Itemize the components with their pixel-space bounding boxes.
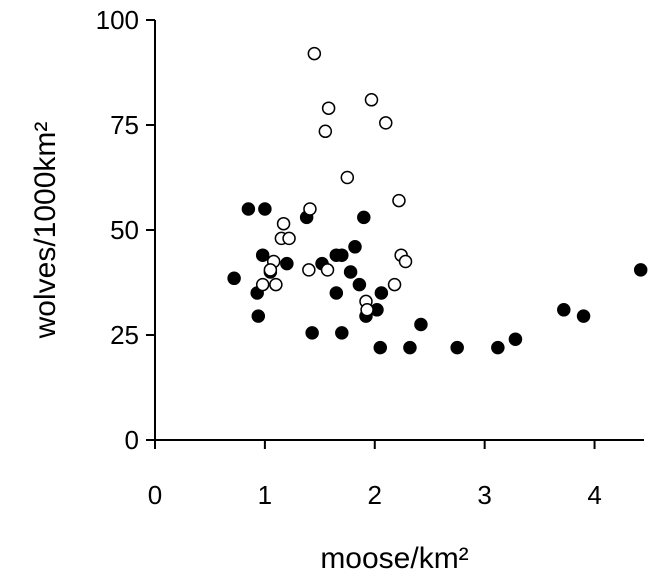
data-point-open <box>255 277 270 292</box>
data-point-filled <box>241 202 256 216</box>
data-point-filled <box>335 248 349 262</box>
x-tick-label: 0 <box>148 480 162 510</box>
y-ticks: 0 25 50 75 100 <box>96 5 155 455</box>
data-point-filled <box>491 340 505 355</box>
data-point-open <box>263 263 278 277</box>
data-point-open <box>303 202 317 216</box>
data-point-filled <box>352 277 367 292</box>
data-point-filled <box>335 326 349 340</box>
axes <box>154 20 644 441</box>
data-point-open <box>360 303 374 317</box>
data-point-filled <box>508 332 523 346</box>
data-point-open <box>340 170 355 185</box>
filled-points-series <box>227 202 648 355</box>
x-tick-label: 2 <box>368 480 382 510</box>
x-tick-label: 4 <box>587 480 601 510</box>
data-point-filled <box>329 286 344 300</box>
x-tick-label: 1 <box>258 480 272 510</box>
x-tick-label: 3 <box>477 480 491 510</box>
data-point-open <box>307 46 322 61</box>
x-axis-title: moose/km² <box>320 542 468 575</box>
y-tick-label: 25 <box>110 320 139 350</box>
data-point-filled <box>305 326 319 340</box>
data-point-filled <box>251 309 266 323</box>
data-point-open <box>364 93 379 107</box>
y-tick-label: 0 <box>125 425 139 455</box>
data-point-filled <box>280 256 294 271</box>
data-point-filled <box>374 286 389 300</box>
data-point-open <box>282 231 296 246</box>
open-points-series <box>255 46 413 317</box>
data-point-filled <box>343 265 358 279</box>
data-point-filled <box>258 202 272 216</box>
data-point-open <box>321 101 336 115</box>
data-point-filled <box>403 340 417 355</box>
data-point-filled <box>357 210 371 225</box>
x-ticks: 0 1 2 3 4 <box>148 440 602 510</box>
data-point-open <box>276 216 291 231</box>
y-tick-label: 50 <box>110 215 139 245</box>
data-point-open <box>392 193 406 208</box>
data-point-filled <box>373 340 388 355</box>
data-point-open <box>379 116 393 130</box>
data-point-open <box>387 277 402 292</box>
data-point-open <box>318 124 333 139</box>
data-point-filled <box>255 248 270 262</box>
data-point-filled <box>633 263 648 277</box>
y-tick-label: 75 <box>110 110 139 140</box>
data-point-filled <box>348 240 362 254</box>
data-point-open <box>269 277 283 292</box>
data-point-open <box>398 254 413 269</box>
data-point-filled <box>576 309 591 323</box>
y-axis-title: wolves/1000km² <box>29 122 62 340</box>
data-point-filled <box>414 317 428 332</box>
y-tick-label: 100 <box>96 5 139 35</box>
data-point-open <box>302 263 316 277</box>
data-point-filled <box>557 303 571 317</box>
data-point-filled <box>450 340 464 355</box>
data-point-open <box>320 263 335 277</box>
data-point-filled <box>227 271 241 286</box>
